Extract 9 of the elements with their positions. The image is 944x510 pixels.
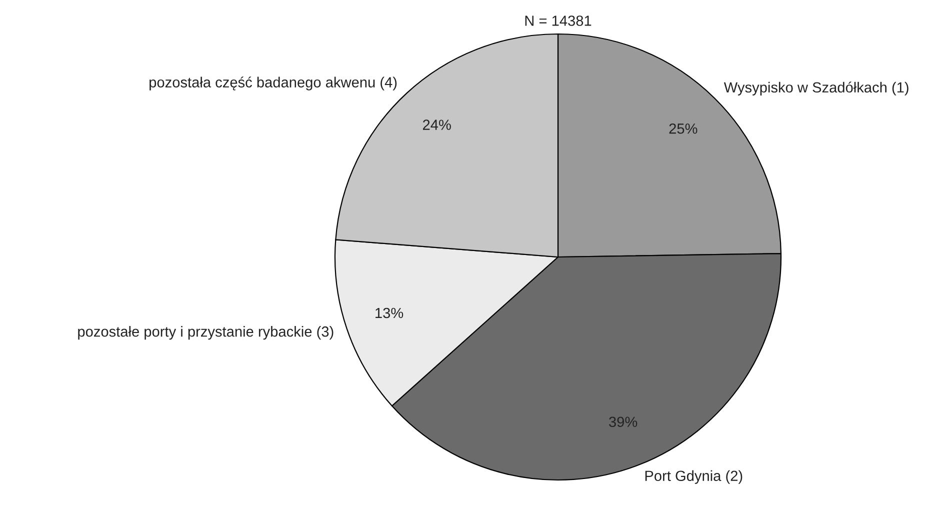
- slice-label: Wysypisko w Szadółkach (1): [724, 82, 908, 96]
- data-label: 24%: [422, 120, 451, 130]
- data-label: 13%: [376, 308, 404, 318]
- slice-label: pozostała część badanego akwenu (4): [150, 76, 397, 90]
- slice-label: pozostałe porty i przystanie rybackie (3): [78, 326, 334, 340]
- chart-title: N = 14381: [525, 16, 592, 26]
- slice-label: Port Gdynia (2): [645, 470, 742, 484]
- data-label: 39%: [609, 416, 638, 428]
- data-label: 25%: [669, 123, 698, 134]
